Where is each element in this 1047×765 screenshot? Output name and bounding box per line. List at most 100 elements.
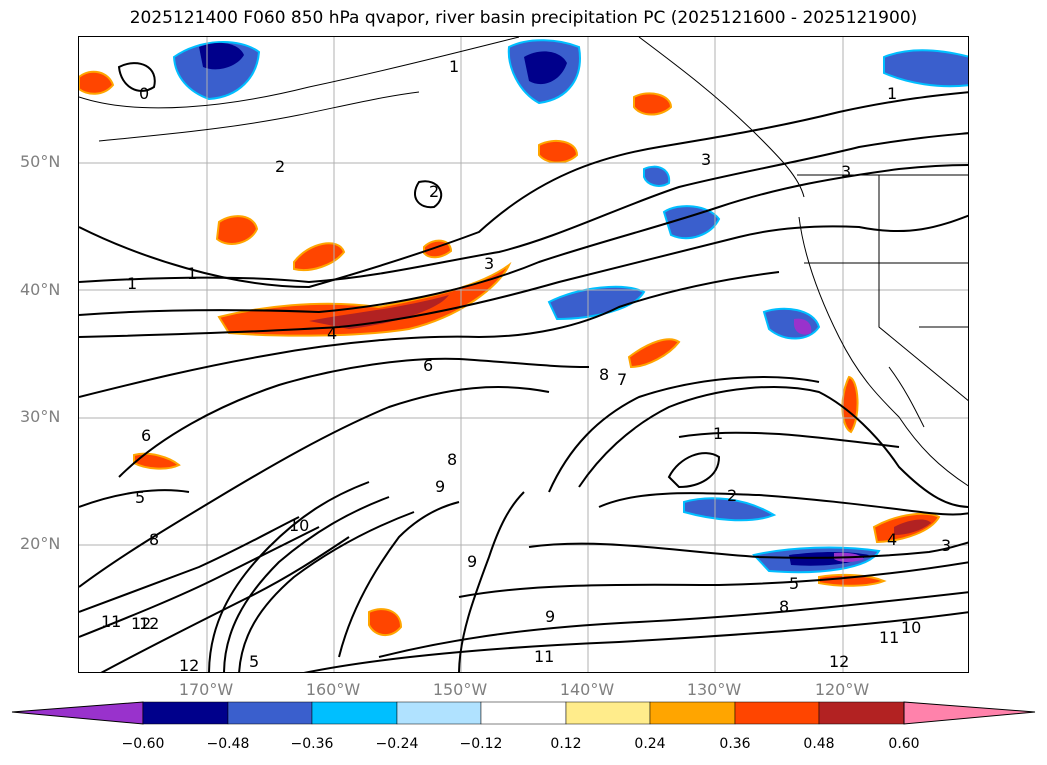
lon-label-140w: 140°W [559, 680, 615, 699]
contour-line [414, 180, 443, 209]
colorbar-tick-label: 0.60 [888, 736, 920, 752]
us-west-coast [798, 216, 968, 487]
contour-label: 7 [617, 370, 627, 389]
contour-label: 12 [179, 656, 199, 673]
lon-label-120w: 120°W [814, 680, 870, 699]
contour-line [528, 541, 968, 559]
positive-blob [633, 92, 673, 116]
positive-blob-core [894, 519, 931, 535]
colorbar-segment [227, 701, 313, 725]
positive-blob [841, 375, 859, 434]
colorbar-extend-low [11, 701, 144, 725]
contour-line [79, 214, 968, 338]
state-border [878, 175, 968, 401]
colorbar-tick-label: −0.36 [290, 736, 334, 752]
contour-line [548, 376, 820, 493]
contour-label: 3 [484, 254, 494, 273]
positive-blob-core [309, 295, 449, 329]
contour-label: 2 [727, 486, 737, 505]
contour-label: 12 [131, 614, 151, 633]
contour-label: 2 [275, 157, 285, 176]
positive-blob [538, 139, 579, 164]
contour-line [79, 132, 968, 284]
colorbar-segment [142, 701, 229, 725]
colorbar-segment [818, 701, 905, 725]
contour-label: 4 [327, 324, 337, 343]
positive-blob [133, 452, 181, 470]
contour-label: 8 [149, 530, 159, 549]
colorbar-tick-label: −0.24 [375, 736, 419, 752]
contour-label: 9 [467, 552, 477, 571]
contour-line [100, 536, 350, 672]
contour-line [678, 431, 900, 448]
contour-line [303, 611, 968, 672]
colorbar-extend-high [903, 701, 1036, 725]
contour-label: 5 [789, 574, 799, 593]
aleutian-chain [98, 91, 420, 142]
contour-label: 10 [901, 618, 921, 637]
contour-label: 4 [887, 530, 897, 549]
precip-shading [79, 39, 968, 636]
contour-line [79, 516, 300, 613]
lon-label-160w: 160°W [305, 680, 361, 699]
contour-label: 12 [139, 614, 159, 633]
lon-label-170w: 170°W [178, 680, 234, 699]
colorbar-tick-label: −0.60 [121, 736, 165, 752]
colorbar-segment [734, 701, 820, 725]
contour-line [118, 357, 590, 478]
positive-blob [215, 215, 259, 245]
positive-blob [217, 261, 512, 337]
map-gridlines [79, 37, 968, 672]
negative-blob-core [524, 51, 567, 85]
negative-blob [762, 307, 821, 340]
lat-label-30n: 30°N [20, 407, 61, 426]
contour-line [598, 492, 968, 516]
negative-blob-core [794, 318, 812, 335]
contour-line [338, 501, 460, 658]
negative-blob-core [199, 42, 244, 70]
contour-label: 3 [701, 150, 711, 169]
contour-label: 11 [534, 647, 554, 666]
qvapor-contours [79, 62, 968, 672]
contour-label: 11 [879, 628, 899, 647]
contour-label: 1 [187, 264, 197, 283]
positive-blob [293, 242, 346, 271]
positive-blob [79, 70, 115, 95]
negative-blob [643, 165, 671, 187]
contour-line [79, 91, 968, 289]
lat-label-50n: 50°N [20, 152, 61, 171]
negative-blob [883, 49, 968, 88]
contour-label: 2 [429, 182, 439, 201]
contour-line [79, 271, 780, 398]
contour-line [458, 491, 525, 672]
contour-line [238, 511, 415, 672]
colorbar-tick-label: 0.48 [803, 736, 835, 752]
contour-label: 3 [941, 536, 951, 555]
colorbar-segment [649, 701, 736, 725]
map-title: 2025121400 F060 850 hPa qvapor, river ba… [129, 8, 918, 28]
contour-line [79, 164, 968, 316]
contour-label: 5 [135, 488, 145, 507]
positive-blob [627, 338, 681, 369]
contour-label: 8 [779, 597, 789, 616]
colorbar-segment [565, 701, 651, 725]
map-canvas: 0 1 1 1 2 2 3 3 3 1 4 6 8 7 1 2 9 8 10 9… [79, 37, 968, 673]
alaska-coast [79, 37, 520, 109]
contour-label: 12 [829, 652, 849, 671]
contour-label: 9 [545, 607, 555, 626]
baja-coast [888, 366, 925, 428]
contour-line [458, 561, 968, 598]
negative-blob [547, 285, 646, 321]
colorbar-segment [396, 701, 482, 725]
negative-blob [683, 497, 777, 522]
contour-label: 11 [101, 612, 121, 631]
colorbar-tick-label: 0.24 [634, 736, 666, 752]
contour-line [79, 526, 320, 638]
coastlines [79, 37, 968, 487]
map-panel: 0 1 1 1 2 2 3 3 3 1 4 6 8 7 1 2 9 8 10 9… [78, 36, 969, 673]
contour-label: 6 [141, 426, 151, 445]
colorbar [11, 701, 1036, 725]
contour-label: 1 [127, 274, 137, 293]
negative-blob [662, 205, 721, 240]
contour-labels: 0 1 1 1 2 2 3 3 3 1 4 6 8 7 1 2 9 8 10 9… [101, 57, 951, 673]
